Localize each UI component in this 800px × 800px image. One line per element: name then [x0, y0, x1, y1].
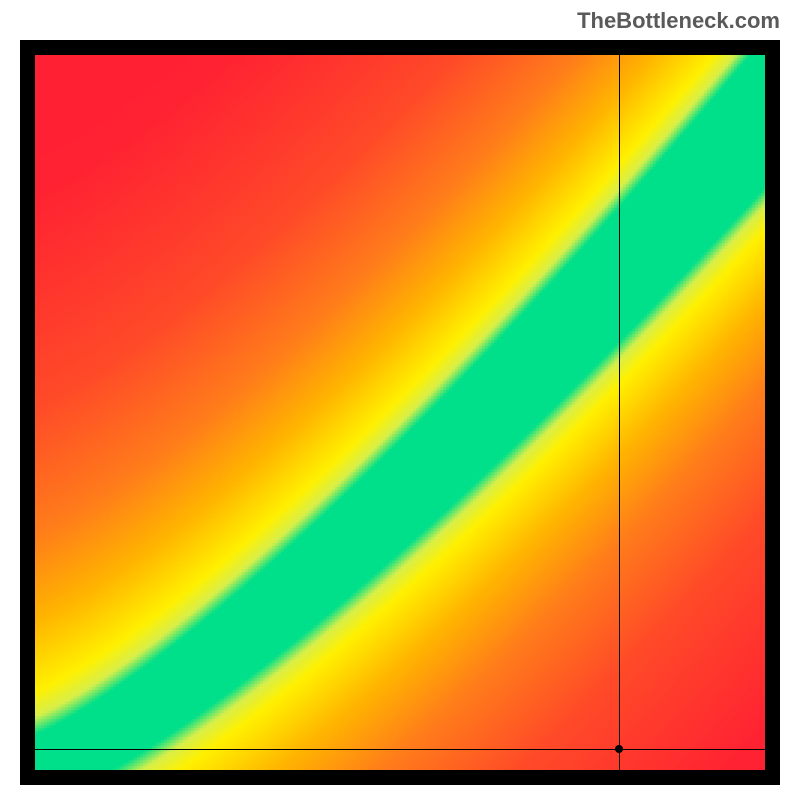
crosshair-marker-dot: [615, 745, 623, 753]
chart-plot-area: [35, 55, 765, 770]
heatmap-canvas: [35, 55, 765, 770]
watermark-text: TheBottleneck.com: [577, 8, 780, 34]
crosshair-horizontal: [35, 749, 765, 750]
crosshair-vertical: [619, 55, 620, 770]
heatmap-chart: [20, 40, 780, 785]
